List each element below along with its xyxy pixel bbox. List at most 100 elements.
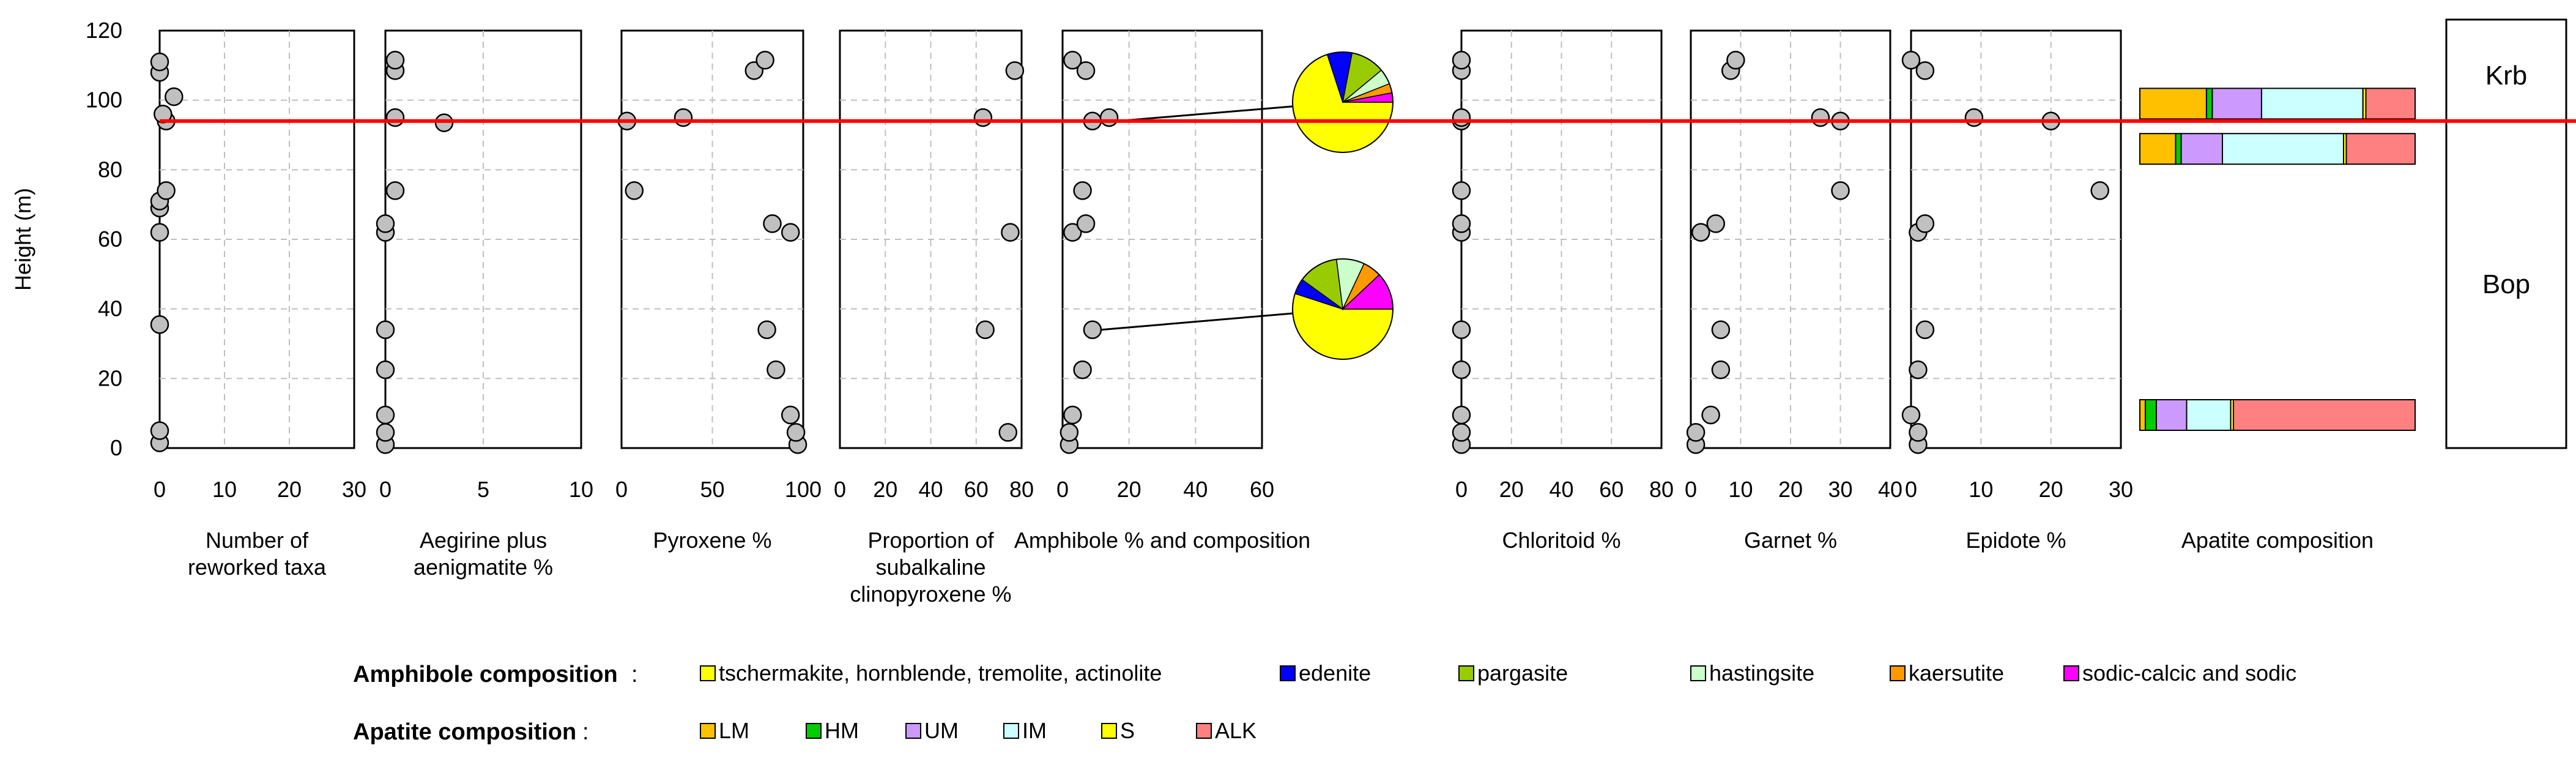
data-point bbox=[1909, 423, 1928, 442]
panel-5: 0 20 40 60 80 Chloritoid % bbox=[1452, 29, 1674, 553]
data-point bbox=[150, 421, 169, 440]
panel-title: Epidote % bbox=[1965, 528, 2066, 553]
legend-label: edenite bbox=[1299, 660, 1371, 686]
data-point bbox=[165, 87, 184, 107]
panel-title: reworked taxa bbox=[188, 555, 327, 580]
legend-label: S bbox=[1120, 718, 1135, 743]
x-tick-label: 10 bbox=[1728, 477, 1753, 502]
x-tick-label: 80 bbox=[1009, 477, 1034, 502]
panel-title: Pyroxene % bbox=[653, 528, 771, 553]
data-point bbox=[766, 360, 785, 380]
panel-3: 0 20 40 60 80 Proportion ofsubalkalineclinopy… bbox=[834, 29, 1034, 607]
apatite-segment bbox=[2139, 399, 2146, 432]
data-point bbox=[1060, 423, 1079, 442]
x-tick-label: 10 bbox=[212, 477, 237, 502]
legend-label: kaersutite bbox=[1909, 660, 2004, 686]
panel-title: Proportion of bbox=[867, 528, 994, 553]
apatite-segment bbox=[2233, 399, 2416, 432]
data-point bbox=[1083, 320, 1102, 340]
x-tick-label: 20 bbox=[1117, 477, 1141, 502]
x-tick-label: 20 bbox=[277, 477, 302, 502]
data-point bbox=[1452, 320, 1471, 340]
legend-label: hastingsite bbox=[1709, 660, 1814, 686]
data-point bbox=[1099, 108, 1119, 127]
data-point bbox=[755, 51, 774, 70]
data-point bbox=[1915, 320, 1935, 340]
data-point bbox=[1909, 360, 1928, 380]
data-point bbox=[157, 181, 176, 200]
panel-title: Aegirine plus bbox=[420, 528, 547, 553]
x-tick-label: 0 bbox=[615, 477, 628, 502]
y-tick-label: 100 bbox=[86, 88, 122, 113]
legend-swatch bbox=[700, 665, 716, 681]
legend-label: LM bbox=[719, 718, 749, 743]
x-tick-label: 0 bbox=[1685, 477, 1697, 502]
x-tick-label: 60 bbox=[964, 477, 989, 502]
data-point bbox=[976, 320, 995, 340]
data-point bbox=[625, 181, 644, 200]
x-tick-label: 20 bbox=[1499, 477, 1524, 502]
data-point bbox=[376, 405, 395, 425]
data-point bbox=[376, 423, 395, 442]
x-tick-label: 0 bbox=[379, 477, 392, 502]
y-tick-label: 0 bbox=[110, 435, 122, 460]
data-point bbox=[763, 214, 782, 233]
legend-title: Amphibole composition bbox=[353, 662, 618, 687]
x-tick-label: 0 bbox=[834, 477, 846, 502]
apatite-segment bbox=[2260, 88, 2364, 120]
apatite-segment bbox=[2222, 133, 2344, 165]
data-point bbox=[1711, 320, 1731, 340]
x-tick-label: 30 bbox=[342, 477, 366, 502]
legend-swatch bbox=[1890, 665, 1906, 681]
data-point bbox=[150, 223, 169, 242]
panel-title: Chloritoid % bbox=[1502, 528, 1620, 553]
apatite-segment bbox=[2145, 399, 2157, 432]
data-point bbox=[2090, 181, 2109, 200]
apatite-segment bbox=[2156, 399, 2188, 432]
x-tick-label: 5 bbox=[477, 477, 489, 502]
x-tick-label: 20 bbox=[1778, 477, 1803, 502]
legend-label: UM bbox=[924, 718, 959, 743]
formation-label: Krb bbox=[2485, 61, 2527, 91]
data-point bbox=[781, 405, 800, 425]
x-tick-label: 20 bbox=[873, 477, 897, 502]
apatite-segment bbox=[2211, 88, 2262, 120]
y-tick-label: 40 bbox=[98, 296, 122, 321]
pie-outline bbox=[1292, 258, 1394, 360]
panel-2: 0 50 100 Pyroxene % bbox=[615, 29, 822, 553]
apatite-segment bbox=[2205, 88, 2213, 120]
legend-swatch bbox=[1458, 665, 1474, 681]
x-tick-label: 0 bbox=[154, 477, 166, 502]
data-point bbox=[1073, 360, 1092, 380]
data-point bbox=[1452, 423, 1471, 442]
legend-swatch bbox=[1101, 723, 1117, 739]
legend-label: ALK bbox=[1215, 718, 1256, 743]
panel-title: Amphibole % and composition bbox=[1014, 528, 1310, 553]
apatite-segment bbox=[2365, 88, 2416, 120]
legend-swatch bbox=[700, 723, 716, 739]
apatite-segment bbox=[2139, 133, 2177, 165]
y-tick-label: 60 bbox=[98, 226, 122, 252]
data-point bbox=[1076, 61, 1096, 80]
panel-frame bbox=[158, 29, 355, 449]
data-point bbox=[1063, 223, 1082, 242]
data-point bbox=[385, 108, 405, 127]
x-tick-label: 40 bbox=[1878, 477, 1902, 502]
legend-swatch bbox=[1280, 665, 1296, 681]
data-point bbox=[1452, 108, 1471, 127]
data-point bbox=[1691, 223, 1710, 242]
data-point bbox=[1452, 405, 1471, 425]
data-point bbox=[1964, 108, 1984, 127]
data-point bbox=[1701, 405, 1720, 425]
data-point bbox=[1901, 405, 1921, 425]
x-tick-label: 80 bbox=[1649, 477, 1674, 502]
legend-swatch bbox=[1003, 723, 1019, 739]
x-tick-label: 60 bbox=[1250, 477, 1274, 502]
data-point bbox=[1001, 223, 1020, 242]
data-point bbox=[1452, 181, 1471, 200]
x-tick-label: 0 bbox=[1056, 477, 1069, 502]
formation-column: Krb Bop bbox=[2445, 18, 2567, 449]
legend-swatch bbox=[1196, 723, 1212, 739]
